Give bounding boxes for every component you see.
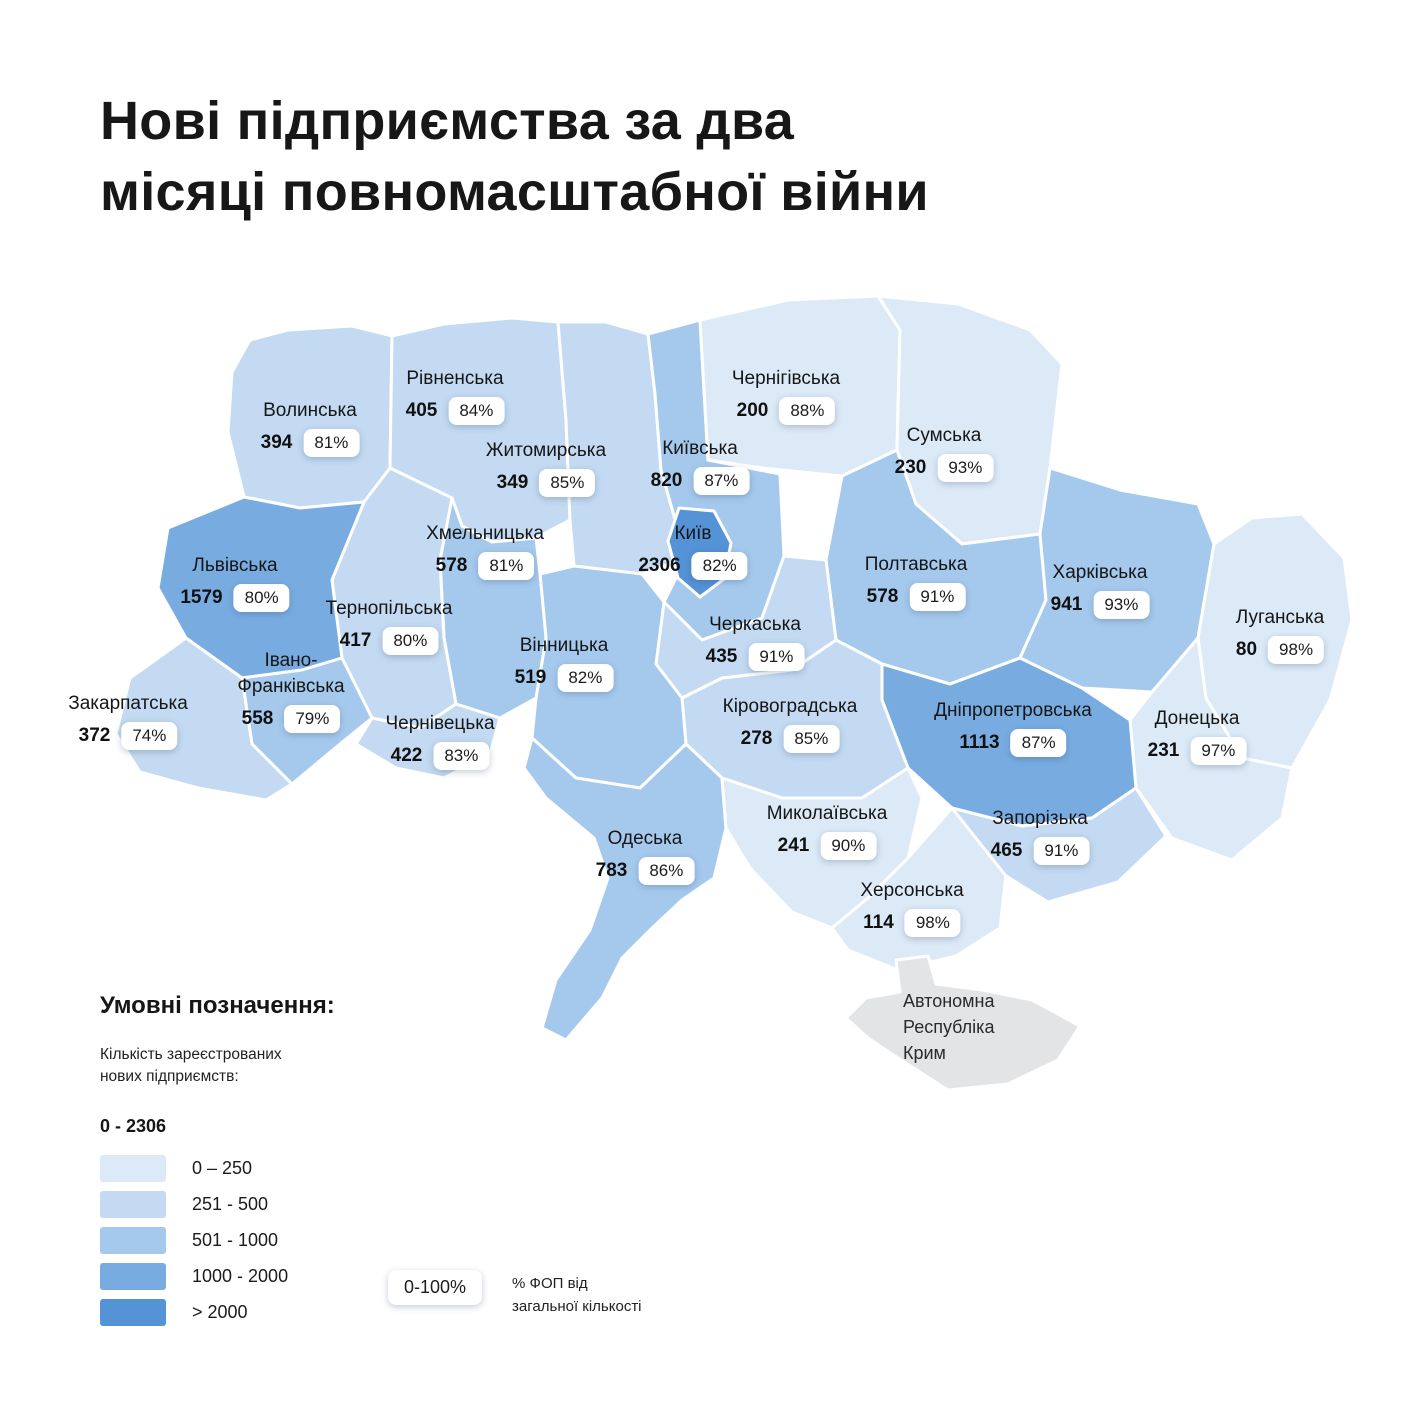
- pct-badge: 93%: [1093, 590, 1150, 619]
- region-kherson: [830, 806, 1008, 972]
- pct-legend-note: % ФОП від загальної кількості: [512, 1275, 642, 1315]
- region-label-kirovohrad: Кіровоградська 278 85%: [723, 696, 857, 753]
- legend-swatch-3: [100, 1263, 166, 1290]
- page-title: Нові підприємства за два місяці повномас…: [100, 91, 929, 223]
- legend-row-2: 501 - 1000: [100, 1227, 335, 1254]
- region-label-chernivtsi: Чернівецька 422 83%: [385, 713, 495, 770]
- legend-heading: Умовні позначення:: [100, 992, 335, 1019]
- region-label-zaporizhzhia: Запорізька 465 91%: [991, 808, 1090, 865]
- legend-swatch-0: [100, 1155, 166, 1182]
- region-label-lviv: Львівська 1579 80%: [180, 555, 290, 612]
- pct-badge: 74%: [121, 721, 178, 750]
- region-label-chernihiv: Чернігівська 200 88%: [732, 368, 840, 425]
- pct-badge: 91%: [748, 642, 805, 671]
- pct-badge: 91%: [1033, 836, 1090, 865]
- region-label-zakarpattia: Закарпатська 372 74%: [68, 693, 188, 750]
- pct-badge: 80%: [233, 583, 290, 612]
- region-label-odesa: Одеська 783 86%: [596, 828, 695, 885]
- pct-badge: 81%: [303, 428, 360, 457]
- region-label-luhansk: Луганська 80 98%: [1236, 607, 1324, 664]
- pct-badge: 91%: [909, 582, 966, 611]
- region-label-cherkasy: Черкаська 435 91%: [706, 614, 805, 671]
- pct-badge: 86%: [638, 856, 695, 885]
- region-label-ivano-frankivsk: Івано-Франківська 558 79%: [220, 648, 362, 734]
- region-label-vinnytsia: Вінницька 519 82%: [515, 635, 614, 692]
- region-odesa: [522, 736, 728, 1042]
- legend-range: 0 - 2306: [100, 1116, 167, 1136]
- region-zakarpattia: [114, 636, 294, 802]
- pct-badge: 87%: [1010, 728, 1067, 757]
- region-crimea: [844, 954, 1082, 1092]
- legend-swatch-2: [100, 1227, 166, 1254]
- pct-badge: 93%: [937, 453, 994, 482]
- region-label-kharkiv: Харківська 941 93%: [1051, 562, 1150, 619]
- region-label-volyn: Волинська 394 81%: [261, 400, 360, 457]
- region-label-rivne: Рівненська 405 84%: [406, 368, 505, 425]
- pct-badge: 81%: [478, 551, 535, 580]
- region-label-sumy: Сумська 230 93%: [895, 425, 994, 482]
- pct-badge: 80%: [382, 626, 439, 655]
- region-label-ternopil: Тернопільська 417 80%: [326, 598, 452, 655]
- region-label-dnipro: Дніпропетровська 1113 87%: [934, 700, 1092, 757]
- legend-subheading: Кількість зареєстрованих нових підприємс…: [100, 1046, 282, 1085]
- region-label-poltava: Полтавська 578 91%: [865, 554, 967, 611]
- pct-badge: 84%: [448, 396, 505, 425]
- pct-badge: 85%: [539, 468, 596, 497]
- pct-badge: 82%: [557, 663, 614, 692]
- pct-badge: 82%: [691, 551, 748, 580]
- pct-badge: 98%: [1268, 635, 1325, 664]
- legend: Умовні позначення: Кількість зареєстрова…: [100, 992, 335, 1335]
- legend-row-0: 0 – 250: [100, 1155, 335, 1182]
- pct-badge: 87%: [693, 466, 750, 495]
- region-label-crimea: Автономна Республіка Крим: [903, 991, 995, 1064]
- pct-badge: 98%: [904, 908, 961, 937]
- legend-row-1: 251 - 500: [100, 1191, 335, 1218]
- legend-row-3: 1000 - 2000: [100, 1263, 335, 1290]
- pct-badge: 90%: [820, 831, 877, 860]
- legend-swatch-4: [100, 1299, 166, 1326]
- pct-badge: 79%: [284, 705, 341, 734]
- legend-row-4: > 2000: [100, 1299, 335, 1326]
- region-label-khmelnytskyi: Хмельницька 578 81%: [426, 523, 544, 580]
- pct-badge: 83%: [433, 741, 490, 770]
- pct-badge: 85%: [783, 724, 840, 753]
- region-label-donetsk: Донецька 231 97%: [1148, 708, 1247, 765]
- pct-legend: 0-100% % ФОП від загальної кількості: [388, 1270, 642, 1318]
- region-label-kherson: Херсонська 114 98%: [860, 880, 964, 937]
- region-label-kyivska: Київська 820 87%: [651, 438, 750, 495]
- pct-legend-badge: 0-100%: [388, 1270, 483, 1305]
- pct-badge: 88%: [779, 396, 836, 425]
- legend-swatch-1: [100, 1191, 166, 1218]
- pct-badge: 97%: [1190, 736, 1247, 765]
- region-label-zhytomyr: Житомирська 349 85%: [486, 440, 606, 497]
- region-label-mykolaiv: Миколаївська 241 90%: [767, 803, 887, 860]
- region-label-kyiv: Київ 2306 82%: [638, 523, 748, 580]
